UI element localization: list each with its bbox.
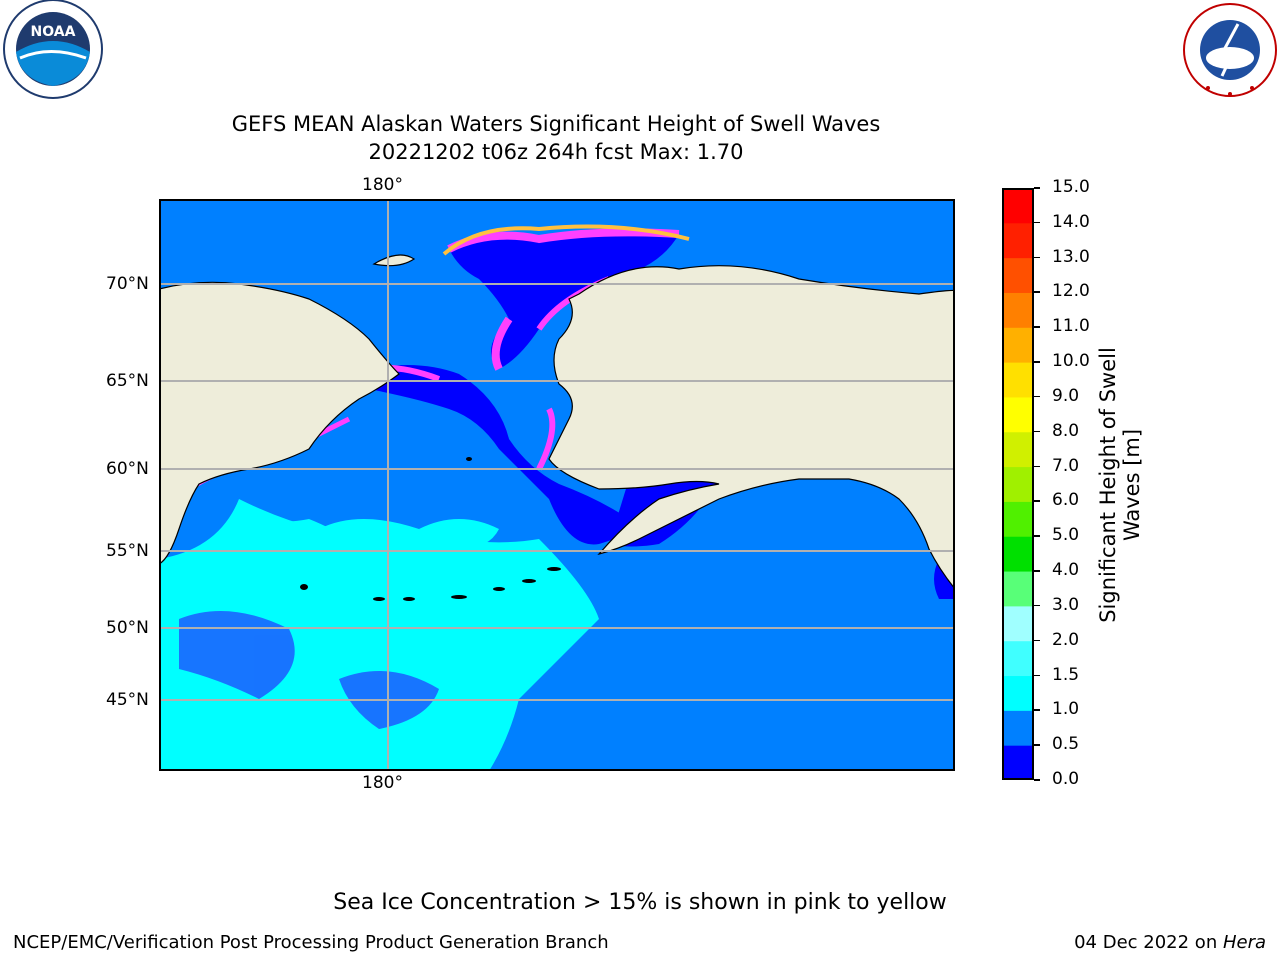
chart-subtitle: 20221202 t06z 264h fcst Max: 1.70: [368, 140, 744, 164]
noaa-logo-text: NOAA: [31, 24, 76, 40]
swell-1-1.5m-fill: [159, 499, 599, 771]
siberia-land: [158, 281, 400, 565]
colorbar-tick-mark: [1034, 361, 1040, 363]
colorbar-tick-mark: [1034, 465, 1040, 468]
graticule: [159, 199, 955, 771]
colorbar-frame: [1002, 188, 1034, 780]
lat-label-65: 65°N: [106, 371, 149, 391]
colorbar-tick-label: 9.0: [1052, 385, 1080, 406]
lat-label-70: 70°N: [106, 274, 149, 294]
colorbar-bin: [1002, 292, 1034, 328]
credit-date-text: 04 Dec 2022 on: [1074, 932, 1223, 953]
colorbar-tick-label: 1.5: [1052, 664, 1080, 685]
map-frame: [159, 199, 955, 771]
lat-label-50: 50°N: [106, 618, 149, 638]
colorbar-tick-label: 4.0: [1052, 560, 1080, 581]
colorbar-tick-mark: [1034, 709, 1040, 711]
credit-date: 04 Dec 2022 on Hera: [1074, 932, 1266, 953]
colorbar-bin: [1002, 327, 1034, 363]
credit-branch: NCEP/EMC/Verification Post Processing Pr…: [13, 932, 609, 953]
colorbar-tick-label: 11.0: [1052, 316, 1090, 337]
colorbar-bin: [1002, 362, 1034, 398]
colorbar-tick-label: 8.0: [1052, 420, 1080, 441]
lon-label-top: 180°: [362, 175, 403, 195]
colorbar-tick-mark: [1034, 639, 1040, 642]
colorbar-tick-label: 1.0: [1052, 699, 1080, 720]
colorbar-tick-mark: [1034, 395, 1040, 398]
lat-label-45: 45°N: [106, 690, 149, 710]
colorbar-tick-mark: [1034, 187, 1040, 189]
colorbar-bin: [1002, 466, 1034, 502]
alaska-land: [548, 265, 956, 591]
colorbar-tick-mark: [1034, 570, 1040, 572]
land-masses: [158, 254, 956, 591]
colorbar-bin: [1002, 257, 1034, 293]
colorbar-tick-label: 2.0: [1052, 629, 1080, 650]
colorbar-tick-label: 5.0: [1052, 525, 1080, 546]
colorbar: [1002, 188, 1034, 781]
colorbar-tick-label: 0.5: [1052, 734, 1080, 755]
colorbar-tick-mark: [1034, 221, 1040, 224]
colorbar-tick-mark: [1034, 535, 1040, 537]
colorbar-tick-label: 13.0: [1052, 246, 1090, 267]
colorbar-bin: [1002, 710, 1034, 746]
colorbar-tick-label: 10.0: [1052, 351, 1090, 372]
colorbar-bin: [1002, 501, 1034, 537]
colorbar-bin: [1002, 536, 1034, 572]
lat-label-55: 55°N: [106, 541, 149, 561]
colorbar-tick-mark: [1034, 779, 1040, 781]
colorbar-tick-mark: [1034, 326, 1040, 328]
colorbar-tick-mark: [1034, 744, 1040, 746]
colorbar-tick-label: 6.0: [1052, 490, 1080, 511]
chart-title: GEFS MEAN Alaskan Waters Significant Hei…: [231, 112, 881, 136]
colorbar-tick-label: 3.0: [1052, 594, 1080, 615]
aleutian-islands: [300, 457, 561, 601]
colorbar-bin: [1002, 605, 1034, 642]
colorbar-title-line1: Significant Height of Swell: [1096, 347, 1120, 623]
colorbar-bin: [1002, 222, 1034, 259]
colorbar-tick-mark: [1034, 430, 1040, 433]
lat-label-60: 60°N: [106, 459, 149, 479]
lon-label-bottom: 180°: [362, 773, 403, 793]
colorbar-bin: [1002, 396, 1034, 433]
colorbar-tick-label: 0.0: [1052, 769, 1080, 789]
colorbar-bin: [1002, 640, 1034, 677]
map-panel: [158, 199, 956, 771]
colorbar-title-line2: Waves [m]: [1120, 428, 1144, 542]
colorbar-tick-label: 12.0: [1052, 281, 1090, 302]
credit-host: Hera: [1222, 932, 1266, 953]
colorbar-tick-mark: [1034, 674, 1040, 677]
colorbar-tick-label: 7.0: [1052, 455, 1080, 476]
colorbar-bin: [1002, 571, 1034, 607]
colorbar-bin: [1002, 745, 1034, 781]
colorbar-tick-mark: [1034, 500, 1040, 502]
colorbar-bin: [1002, 188, 1034, 224]
colorbar-bin: [1002, 675, 1034, 711]
colorbar-tick-mark: [1034, 604, 1040, 607]
colorbar-tick-label: 14.0: [1052, 211, 1090, 232]
colorbar-tick-mark: [1034, 256, 1040, 259]
sea-ice-note: Sea Ice Concentration > 15% is shown in …: [333, 890, 947, 915]
colorbar-tick-mark: [1034, 291, 1040, 293]
nws-logo: [1178, 0, 1280, 100]
noaa-logo: NOAA: [0, 0, 106, 100]
colorbar-bin: [1002, 431, 1034, 468]
colorbar-tick-label: 15.0: [1052, 177, 1090, 197]
